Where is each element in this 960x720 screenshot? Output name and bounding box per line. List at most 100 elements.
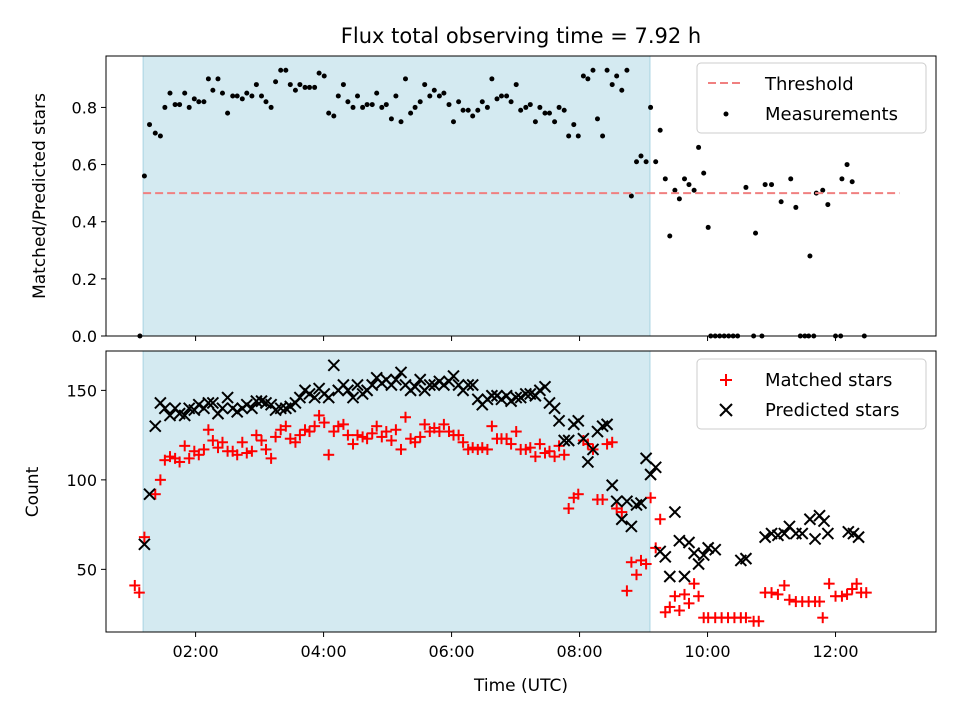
measurement-point xyxy=(609,82,615,88)
matched-star-point xyxy=(390,424,402,436)
matched-star-point xyxy=(453,429,465,441)
matched-star-point xyxy=(510,426,522,438)
measurement-point xyxy=(152,130,158,136)
measurement-point xyxy=(762,182,768,188)
measurement-point xyxy=(484,104,490,110)
matched-star-point xyxy=(138,531,150,543)
predicted-star-point xyxy=(634,496,648,510)
matched-star-point xyxy=(772,588,784,600)
measurement-point xyxy=(316,70,322,76)
predicted-star-point xyxy=(615,513,628,526)
predicted-star-point xyxy=(389,373,403,386)
top-y-tick-label: 0.4 xyxy=(72,213,97,232)
measurement-point xyxy=(682,176,688,182)
predicted-star-point xyxy=(519,387,533,401)
measurement-point xyxy=(196,99,202,105)
predicted-star-point xyxy=(778,527,791,540)
x-tick-label: 04:00 xyxy=(301,642,347,661)
predicted-star-point xyxy=(803,513,817,526)
predicted-star-point xyxy=(461,378,475,392)
matched-star-point xyxy=(294,429,306,441)
measurement-point xyxy=(504,93,510,99)
predicted-star-point xyxy=(562,434,575,447)
matched-star-point xyxy=(654,513,666,525)
matched-star-point xyxy=(304,426,316,438)
bottom-observing-span xyxy=(142,350,651,633)
measurement-point xyxy=(778,199,784,205)
top-y-tick-label: 0.0 xyxy=(72,327,97,346)
measurement-point xyxy=(287,82,293,88)
matched-star-point xyxy=(342,429,354,441)
measurement-point xyxy=(542,110,548,116)
predicted-star-point xyxy=(341,384,355,397)
measurement-point xyxy=(278,67,284,73)
matched-star-point xyxy=(313,409,325,421)
matched-star-point xyxy=(549,451,561,463)
matched-star-point xyxy=(625,556,637,568)
bottom-legend-label-predicted: Predicted stars xyxy=(765,400,899,421)
matched-star-point xyxy=(841,588,853,600)
predicted-star-point xyxy=(663,570,676,583)
predicted-star-point xyxy=(678,570,691,583)
measurement-point xyxy=(561,107,567,113)
matched-star-point xyxy=(380,426,392,438)
measurement-point xyxy=(292,87,298,93)
matched-star-point xyxy=(260,443,272,455)
measurement-point xyxy=(360,104,366,110)
measurement-point xyxy=(849,179,855,185)
measurement-point xyxy=(479,99,485,105)
measurement-point xyxy=(205,76,211,82)
measurement-point xyxy=(307,84,313,90)
predicted-star-point xyxy=(808,532,822,546)
matched-star-point xyxy=(361,433,373,445)
matched-star-point xyxy=(616,506,628,518)
measurement-point xyxy=(398,119,404,125)
bottom-y-tick-label: 50 xyxy=(77,560,97,579)
measurement-point xyxy=(662,176,668,182)
measurement-point xyxy=(388,116,394,122)
predicted-star-point xyxy=(692,557,705,571)
predicted-star-point xyxy=(557,434,571,447)
matched-star-point xyxy=(529,451,541,463)
predicted-star-point xyxy=(274,402,287,415)
measurement-point xyxy=(686,182,692,188)
bottom-y-axis-label: Count xyxy=(23,466,43,517)
matched-star-point xyxy=(851,578,863,590)
matched-legend-swatch xyxy=(720,374,732,386)
matched-star-point xyxy=(823,578,835,590)
matched-star-point xyxy=(202,424,214,436)
matched-star-point xyxy=(198,443,210,455)
bottom-legend: Matched stars Predicted stars xyxy=(696,358,927,430)
matched-star-point xyxy=(289,436,301,448)
measurement-point xyxy=(628,193,634,199)
measurement-point xyxy=(374,90,380,96)
matched-star-point xyxy=(438,418,450,430)
top-axes-frame xyxy=(105,55,937,337)
measurement-point xyxy=(475,107,481,113)
predicted-star-point xyxy=(509,391,523,404)
matched-star-point xyxy=(183,452,195,464)
matched-star-point xyxy=(154,474,166,486)
measurement-point xyxy=(566,133,572,139)
measurement-point xyxy=(839,176,845,182)
bottom-axes-frame xyxy=(105,350,937,633)
predicted-star-point xyxy=(163,409,177,422)
measurement-point xyxy=(552,119,558,125)
matched-star-point xyxy=(505,438,517,450)
predicted-star-point xyxy=(682,536,696,549)
measurement-point xyxy=(691,187,697,193)
bottom-y-tick-label: 150 xyxy=(66,381,97,400)
top-legend-label-threshold: Threshold xyxy=(764,74,854,95)
measurement-point xyxy=(580,73,586,79)
measurement-point xyxy=(696,144,702,150)
measurement-point xyxy=(408,110,414,116)
measurements-legend-swatch xyxy=(723,111,729,117)
measurement-point xyxy=(177,102,183,108)
matched-star-point xyxy=(783,594,795,606)
top-legend-label-measurements: Measurements xyxy=(765,104,898,125)
matched-star-point xyxy=(318,417,330,429)
predicted-star-point xyxy=(466,378,479,392)
measurement-point xyxy=(513,82,519,88)
predicted-star-point xyxy=(351,378,364,392)
predicted-star-point xyxy=(143,487,156,501)
